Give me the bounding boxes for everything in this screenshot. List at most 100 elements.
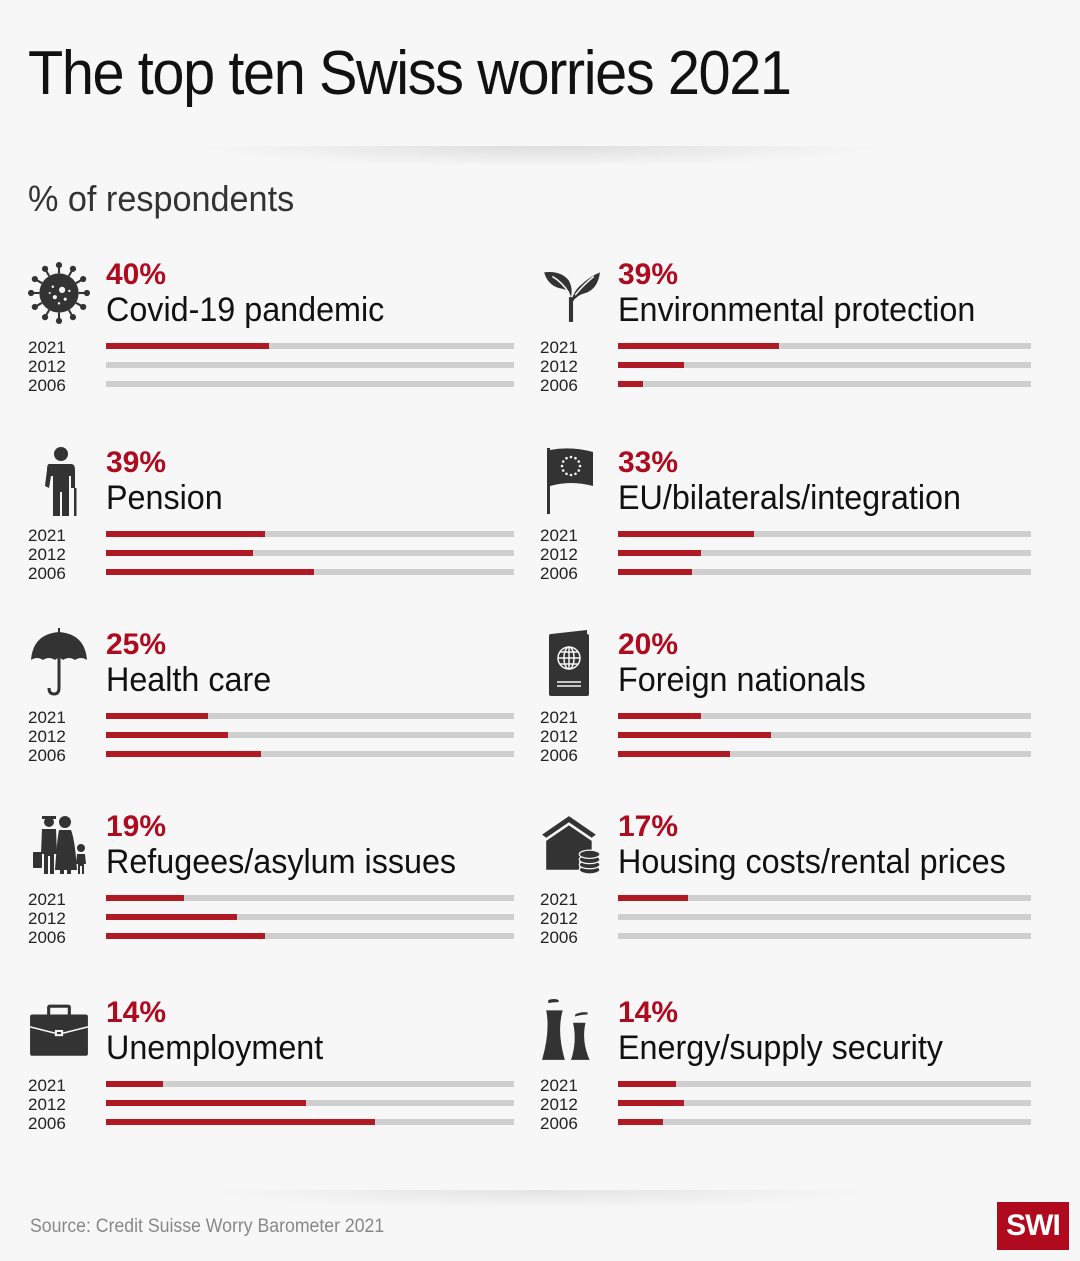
swi-logo: SWI xyxy=(997,1202,1069,1250)
bar-track-2021 xyxy=(106,531,514,537)
year-label: 2021 xyxy=(28,526,66,545)
bar-group xyxy=(106,343,514,400)
bar-fill xyxy=(618,895,689,901)
bar-group xyxy=(618,895,1031,952)
year-label: 2012 xyxy=(28,545,66,564)
bar-track-2006 xyxy=(618,933,1031,939)
year-label: 2012 xyxy=(28,357,66,376)
year-labels: 2021 2012 2006 xyxy=(28,526,88,583)
bar-track-2012 xyxy=(618,732,1031,738)
worry-percent: 40% xyxy=(106,258,167,291)
year-label: 2021 xyxy=(540,890,578,909)
chart-title: The top ten Swiss worries 2021 xyxy=(28,39,792,108)
bar-fill xyxy=(106,751,262,757)
worry-label: Covid-19 pandemic xyxy=(106,291,385,329)
bar-track-2012 xyxy=(106,550,514,556)
worry-label: Environmental protection xyxy=(618,291,976,329)
bar-fill xyxy=(618,732,771,738)
worry-label: Unemployment xyxy=(106,1029,324,1067)
worry-label: Foreign nationals xyxy=(618,661,866,699)
worry-percent: 39% xyxy=(618,258,679,291)
bar-fill xyxy=(618,1100,685,1106)
bar-track-2006 xyxy=(106,381,514,387)
cooling-tower-icon xyxy=(540,996,602,1066)
year-label: 2006 xyxy=(28,1114,66,1133)
bar-fill xyxy=(106,1100,306,1106)
refugee-family-icon xyxy=(28,810,90,880)
year-labels: 2021 2012 2006 xyxy=(540,708,600,765)
eu-flag-icon xyxy=(540,446,602,516)
bar-track-2021 xyxy=(106,343,514,349)
bar-fill xyxy=(106,569,315,575)
bar-track-2021 xyxy=(618,531,1031,537)
worry-item: 25% Health care 2021 2012 2006 xyxy=(28,628,548,788)
bar-track-2012 xyxy=(106,732,514,738)
year-label: 2006 xyxy=(28,564,66,583)
bar-track-2012 xyxy=(618,1100,1031,1106)
year-label: 2012 xyxy=(540,357,578,376)
house-coins-icon xyxy=(540,810,602,880)
briefcase-icon xyxy=(28,996,90,1066)
bar-track-2006 xyxy=(618,381,1031,387)
bar-track-2006 xyxy=(618,751,1031,757)
year-label: 2021 xyxy=(540,708,578,727)
bar-track-2006 xyxy=(618,1119,1031,1125)
year-label: 2006 xyxy=(540,1114,578,1133)
bar-fill xyxy=(618,1119,664,1125)
worry-label: EU/bilaterals/integration xyxy=(618,479,961,517)
worry-item: 14% Unemployment 2021 2012 2006 xyxy=(28,996,548,1156)
worry-percent: 19% xyxy=(106,810,167,843)
bar-group xyxy=(618,343,1031,400)
worry-percent: 17% xyxy=(618,810,679,843)
bar-track-2021 xyxy=(106,1081,514,1087)
bar-track-2021 xyxy=(106,895,514,901)
bar-fill xyxy=(618,1081,676,1087)
year-label: 2021 xyxy=(540,338,578,357)
worry-item: 19% Refugees/asylum issues 2021 2012 2006 xyxy=(28,810,548,970)
virus-icon xyxy=(28,258,90,328)
bar-group xyxy=(618,531,1031,588)
bar-track-2012 xyxy=(618,362,1031,368)
bar-track-2012 xyxy=(106,362,514,368)
worry-label: Health care xyxy=(106,661,272,699)
year-label: 2006 xyxy=(540,376,578,395)
bar-fill xyxy=(106,895,184,901)
year-label: 2012 xyxy=(540,727,578,746)
year-label: 2012 xyxy=(28,909,66,928)
bar-track-2021 xyxy=(618,343,1031,349)
bar-track-2012 xyxy=(618,914,1031,920)
year-labels: 2021 2012 2006 xyxy=(540,890,600,947)
year-label: 2006 xyxy=(28,928,66,947)
year-labels: 2021 2012 2006 xyxy=(28,890,88,947)
bar-fill xyxy=(106,732,229,738)
worry-item: 14% Energy/supply security 2021 2012 2006 xyxy=(540,996,1060,1156)
worry-percent: 33% xyxy=(618,446,679,479)
bar-track-2021 xyxy=(618,1081,1031,1087)
worry-label: Housing costs/rental prices xyxy=(618,843,1006,881)
worry-item: 39% Environmental protection 2021 2012 200… xyxy=(540,258,1060,418)
worry-percent: 14% xyxy=(618,996,679,1029)
bar-fill xyxy=(618,751,730,757)
worry-label: Pension xyxy=(106,479,223,517)
year-label: 2012 xyxy=(28,727,66,746)
footer-divider-shadow xyxy=(50,1190,1030,1218)
bar-group xyxy=(106,531,514,588)
year-label: 2012 xyxy=(540,909,578,928)
year-label: 2021 xyxy=(28,890,66,909)
year-label: 2021 xyxy=(28,1076,66,1095)
elderly-person-icon xyxy=(28,446,90,516)
year-label: 2006 xyxy=(28,746,66,765)
bar-fill xyxy=(106,343,270,349)
bar-group xyxy=(106,1081,514,1138)
bar-track-2012 xyxy=(106,914,514,920)
bar-fill xyxy=(106,550,253,556)
bar-group xyxy=(106,713,514,770)
worry-label: Refugees/asylum issues xyxy=(106,843,457,881)
worry-percent: 39% xyxy=(106,446,167,479)
bar-track-2006 xyxy=(106,1119,514,1125)
divider-shadow xyxy=(50,146,1030,176)
bar-fill xyxy=(106,713,208,719)
year-labels: 2021 2012 2006 xyxy=(28,338,88,395)
year-label: 2006 xyxy=(540,564,578,583)
bar-track-2006 xyxy=(106,569,514,575)
